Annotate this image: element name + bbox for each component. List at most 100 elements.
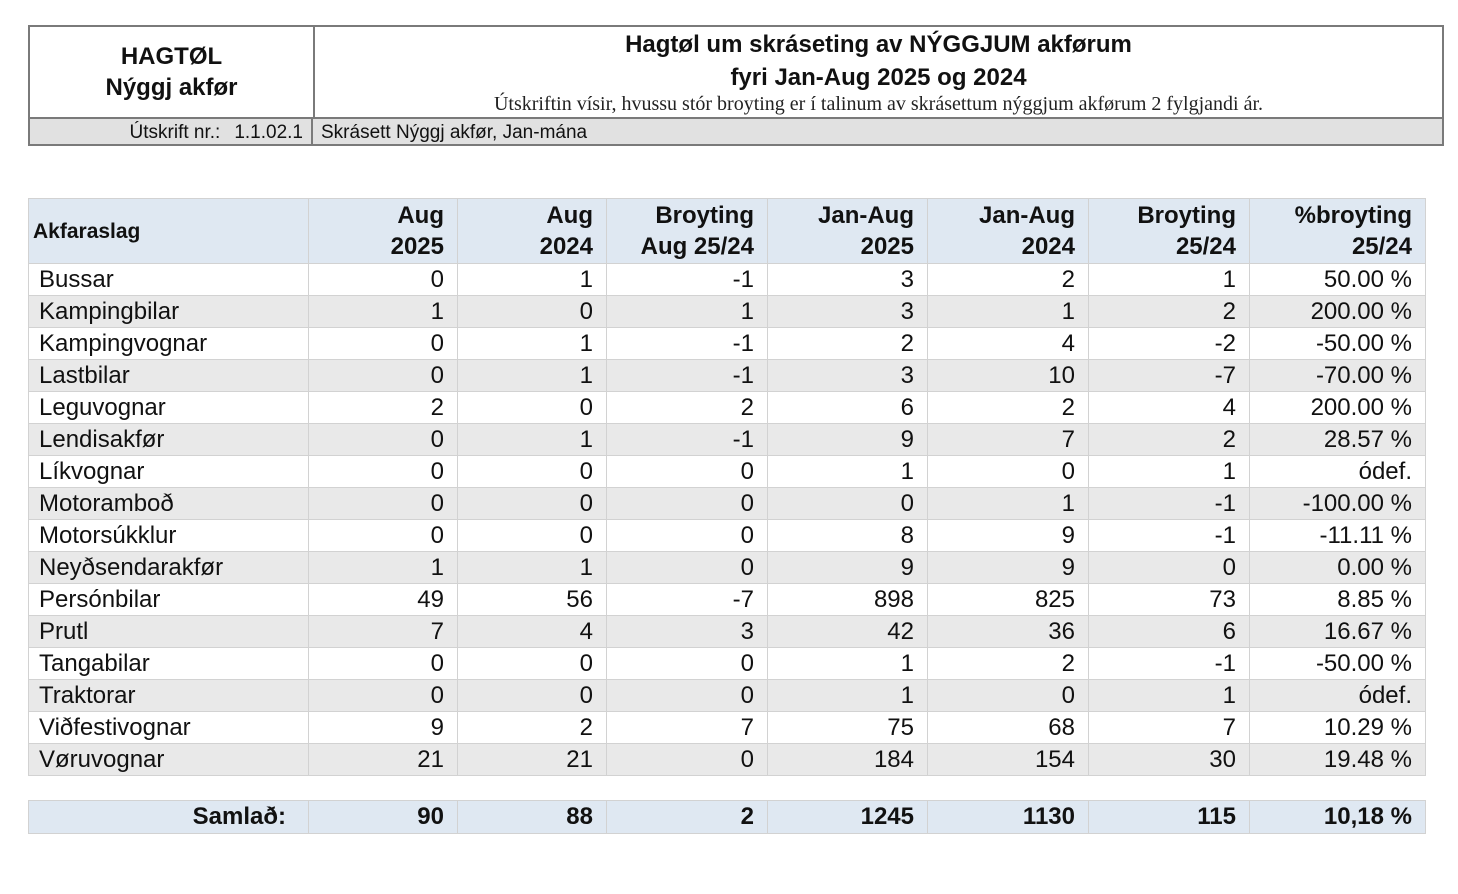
value-cell: 2 (1088, 423, 1250, 456)
column-header: Aug 2024 (457, 198, 607, 264)
value-cell: 19.48 % (1249, 743, 1426, 776)
column-header-line1: Broyting (1137, 202, 1236, 229)
value-cell: 10.29 % (1249, 711, 1426, 744)
value-cell: 1 (457, 327, 607, 360)
table-row: Leguvognar 2 0 2 6 2 4 200.00 % (28, 391, 1426, 424)
value-cell: 0 (308, 679, 458, 712)
value-cell: 50.00 % (1249, 263, 1426, 296)
table-row: Motorsúkklur 0 0 0 8 9 -1 -11.11 % (28, 519, 1426, 552)
value-cell: 0 (927, 679, 1089, 712)
value-cell: 4 (457, 615, 607, 648)
value-cell: 9 (308, 711, 458, 744)
value-cell: 2 (927, 263, 1089, 296)
value-cell: 56 (457, 583, 607, 616)
column-header: Jan-Aug 2024 (927, 198, 1089, 264)
report-title-line2: fyri Jan-Aug 2025 og 2024 (730, 64, 1027, 91)
value-cell: 1 (308, 295, 458, 328)
value-cell: 21 (308, 743, 458, 776)
column-header: Akfaraslag (28, 198, 309, 264)
value-cell: 0 (1088, 551, 1250, 584)
vehicle-type-cell: Lendisakfør (28, 423, 309, 456)
value-cell: 16.67 % (1249, 615, 1426, 648)
value-cell: -50.00 % (1249, 647, 1426, 680)
vehicle-type-cell: Bussar (28, 263, 309, 296)
value-cell: -2 (1088, 327, 1250, 360)
value-cell: 1 (457, 263, 607, 296)
value-cell: 1 (1088, 455, 1250, 488)
value-cell: 0 (767, 487, 928, 520)
report-number: 1.1.02.1 (234, 122, 303, 143)
column-header-line2: 25/24 (1175, 233, 1236, 260)
table-row: Kampingvognar 0 1 -1 2 4 -2 -50.00 % (28, 327, 1426, 360)
value-cell: 1 (457, 359, 607, 392)
value-cell: 184 (767, 743, 928, 776)
value-cell: 0 (457, 519, 607, 552)
value-cell: -1 (1088, 519, 1250, 552)
value-cell: 2 (1088, 295, 1250, 328)
value-cell: 0 (457, 391, 607, 424)
value-cell: -1 (606, 359, 768, 392)
value-cell: 0 (308, 647, 458, 680)
statistics-table: Akfaraslag Aug 2025 Aug 2024 Broyting Aug 25/2… (28, 198, 1426, 834)
value-cell: 1 (457, 423, 607, 456)
value-cell: 0 (606, 519, 768, 552)
value-cell: 154 (927, 743, 1089, 776)
category-title: HAGTØL (120, 43, 223, 70)
table-row: Viðfestivognar 9 2 7 75 68 7 10.29 % (28, 711, 1426, 744)
column-header-line1: Broyting (655, 202, 754, 229)
value-cell: 42 (767, 615, 928, 648)
column-header: Jan-Aug 2025 (767, 198, 928, 264)
value-cell: -1 (606, 263, 768, 296)
column-header-line2: 2024 (1021, 233, 1075, 260)
value-cell: 0 (308, 519, 458, 552)
vehicle-type-cell: Kampingvognar (28, 327, 309, 360)
vehicle-type-cell: Líkvognar (28, 455, 309, 488)
value-cell: 0.00 % (1249, 551, 1426, 584)
vehicle-type-cell: Persónbilar (28, 583, 309, 616)
table-row: Tangabilar 0 0 0 1 2 -1 -50.00 % (28, 647, 1426, 680)
value-cell: 9 (927, 551, 1089, 584)
total-value: 115 (1088, 800, 1250, 834)
value-cell: 0 (308, 263, 458, 296)
column-header-line2: Aug 25/24 (640, 233, 754, 260)
table-row: Vøruvognar 21 21 0 184 154 30 19.48 % (28, 743, 1426, 776)
value-cell: 1 (1088, 679, 1250, 712)
table-row: Motoramboð 0 0 0 0 1 -1 -100.00 % (28, 487, 1426, 520)
value-cell: 0 (308, 487, 458, 520)
total-value: 1245 (767, 800, 928, 834)
value-cell: 1 (457, 551, 607, 584)
value-cell: 9 (767, 551, 928, 584)
vehicle-type-cell: Prutl (28, 615, 309, 648)
vehicle-type-cell: Lastbilar (28, 359, 309, 392)
value-cell: 0 (457, 295, 607, 328)
value-cell: 7 (606, 711, 768, 744)
report-number-label: Útskrift nr.: (129, 122, 221, 143)
value-cell: 0 (606, 679, 768, 712)
report-name: Skrásett Nýggj akfør, Jan-mána (321, 122, 588, 143)
vehicle-type-cell: Motorsúkklur (28, 519, 309, 552)
value-cell: 6 (767, 391, 928, 424)
total-value: 10,18 % (1249, 800, 1426, 834)
table-row: Kampingbilar 1 0 1 3 1 2 200.00 % (28, 295, 1426, 328)
value-cell: 898 (767, 583, 928, 616)
value-cell: -1 (606, 327, 768, 360)
value-cell: 9 (767, 423, 928, 456)
column-header: %broyting 25/24 (1249, 198, 1426, 264)
total-row: Samlað: 90 88 2 1245 1130 115 10,18 % (28, 800, 1426, 834)
column-header-label: Akfaraslag (33, 219, 141, 243)
table-row: Lendisakfør 0 1 -1 9 7 2 28.57 % (28, 423, 1426, 456)
total-value: 88 (457, 800, 607, 834)
value-cell: 21 (457, 743, 607, 776)
table-header-row: Akfaraslag Aug 2025 Aug 2024 Broyting Aug 25/2… (28, 198, 1426, 264)
value-cell: 0 (457, 679, 607, 712)
value-cell: 0 (606, 647, 768, 680)
value-cell: 7 (1088, 711, 1250, 744)
value-cell: -50.00 % (1249, 327, 1426, 360)
table-row: Líkvognar 0 0 0 1 0 1 ódef. (28, 455, 1426, 488)
report-description: Útskriftin vísir, hvussu stór broyting e… (493, 93, 1264, 115)
report-header: HAGTØL Nýggj akfør Hagtøl um skráseting … (28, 25, 1444, 146)
value-cell: 4 (927, 327, 1089, 360)
value-cell: -1 (1088, 487, 1250, 520)
value-cell: -7 (1088, 359, 1250, 392)
value-cell: 2 (927, 391, 1089, 424)
